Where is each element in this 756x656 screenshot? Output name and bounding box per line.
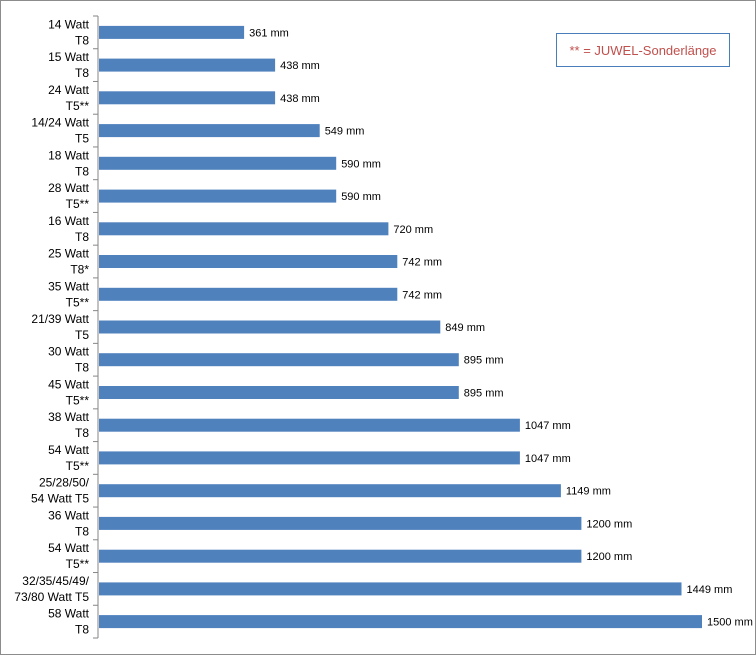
category-label: 30 Watt bbox=[48, 345, 90, 359]
bar bbox=[99, 25, 245, 39]
bar-value-label: 742 mm bbox=[402, 257, 442, 269]
bar bbox=[99, 353, 459, 367]
category-label: 58 Watt bbox=[48, 607, 90, 621]
category-label: T5** bbox=[66, 197, 90, 211]
bar-value-label: 895 mm bbox=[464, 355, 504, 367]
bar-value-label: 1047 mm bbox=[525, 420, 571, 432]
bar-value-label: 1449 mm bbox=[687, 584, 733, 596]
category-label: 15 Watt bbox=[48, 50, 90, 64]
legend-box: ** = JUWEL-Sonderlänge bbox=[556, 33, 730, 67]
bar bbox=[99, 418, 520, 432]
category-label: T5** bbox=[66, 394, 90, 408]
category-label: 18 Watt bbox=[48, 148, 90, 162]
category-label: T8 bbox=[75, 66, 89, 80]
category-label: T8 bbox=[75, 623, 89, 637]
bar bbox=[99, 320, 441, 334]
category-label: 54 Watt bbox=[48, 541, 90, 555]
bar-value-label: 361 mm bbox=[249, 27, 289, 39]
category-label: 38 Watt bbox=[48, 410, 90, 424]
category-label: T8 bbox=[75, 33, 89, 47]
bar-value-label: 549 mm bbox=[325, 126, 365, 138]
category-label: T5** bbox=[66, 99, 90, 113]
category-label: 45 Watt bbox=[48, 378, 90, 392]
bar-value-label: 849 mm bbox=[445, 322, 485, 334]
category-label: 14 Watt bbox=[48, 17, 90, 31]
bar-value-label: 590 mm bbox=[341, 191, 381, 203]
bar-value-label: 720 mm bbox=[393, 224, 433, 236]
category-label: T8 bbox=[75, 426, 89, 440]
bar bbox=[99, 615, 702, 629]
bar bbox=[99, 156, 337, 170]
bar bbox=[99, 484, 561, 498]
bar-value-label: 1047 mm bbox=[525, 453, 571, 465]
bar bbox=[99, 287, 398, 301]
bar bbox=[99, 222, 389, 236]
category-label: T5** bbox=[66, 295, 90, 309]
category-label: T8 bbox=[75, 524, 89, 538]
category-label: T5** bbox=[66, 459, 90, 473]
category-label: 32/35/45/49/ bbox=[22, 574, 89, 588]
bar bbox=[99, 451, 520, 465]
bar bbox=[99, 582, 682, 596]
category-label: 21/39 Watt bbox=[31, 312, 89, 326]
bar-value-label: 1200 mm bbox=[586, 518, 632, 530]
bar-value-label: 742 mm bbox=[402, 289, 442, 301]
category-label: 54 Watt bbox=[48, 443, 90, 457]
bar bbox=[99, 58, 276, 72]
category-label: T8 bbox=[75, 164, 89, 178]
category-label: T5** bbox=[66, 557, 90, 571]
category-label: 25 Watt bbox=[48, 247, 90, 261]
category-label: 25/28/50/ bbox=[39, 476, 90, 490]
category-label: T8* bbox=[70, 263, 89, 277]
category-label: 28 Watt bbox=[48, 181, 90, 195]
bar bbox=[99, 124, 320, 138]
category-label: T8 bbox=[75, 230, 89, 244]
bar-value-label: 1149 mm bbox=[566, 486, 611, 498]
category-label: 16 Watt bbox=[48, 214, 90, 228]
bar-value-label: 438 mm bbox=[280, 93, 320, 105]
bar bbox=[99, 386, 459, 399]
bar-value-label: 1500 mm bbox=[707, 617, 753, 629]
category-label: 14/24 Watt bbox=[31, 116, 89, 130]
category-label: 73/80 Watt T5 bbox=[14, 590, 89, 604]
bar bbox=[99, 516, 582, 530]
category-label: 24 Watt bbox=[48, 83, 90, 97]
category-label: T5 bbox=[75, 328, 89, 342]
bar bbox=[99, 255, 398, 268]
bar bbox=[99, 189, 337, 203]
category-label: T5 bbox=[75, 132, 89, 146]
category-label: 54 Watt T5 bbox=[31, 492, 89, 506]
bar-value-label: 1200 mm bbox=[586, 551, 632, 563]
bar-value-label: 590 mm bbox=[341, 158, 381, 170]
bar-value-label: 895 mm bbox=[464, 388, 504, 400]
legend-text: ** = JUWEL-Sonderlänge bbox=[569, 42, 717, 58]
bar bbox=[99, 91, 276, 105]
category-label: 35 Watt bbox=[48, 279, 90, 293]
bar-value-label: 438 mm bbox=[280, 60, 320, 72]
category-label: T8 bbox=[75, 361, 89, 375]
bar bbox=[99, 549, 582, 563]
category-label: 36 Watt bbox=[48, 508, 90, 522]
